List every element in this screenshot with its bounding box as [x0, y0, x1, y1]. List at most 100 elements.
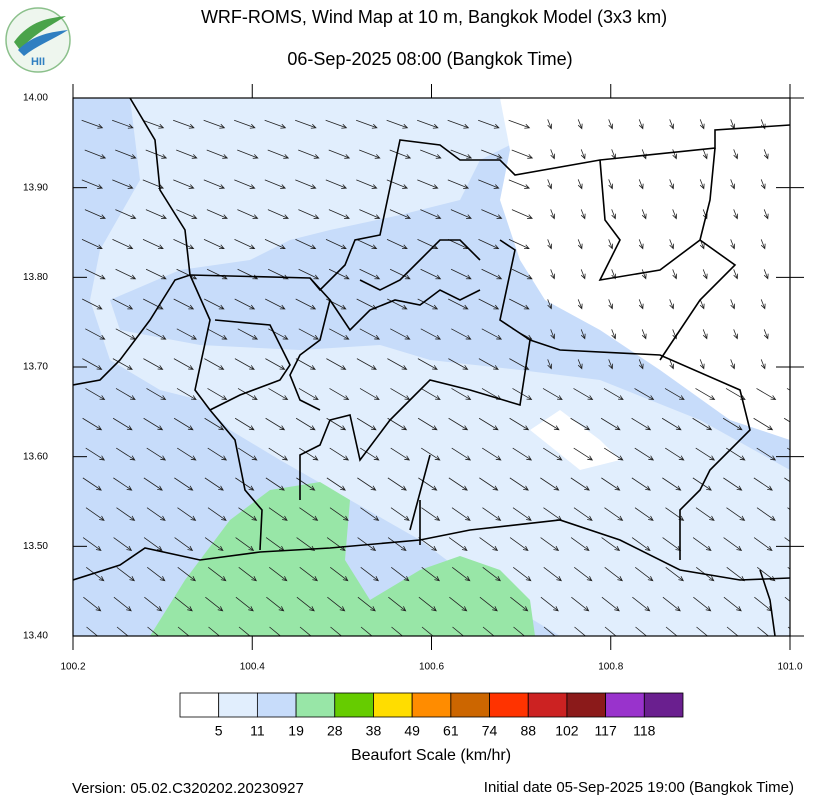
wind-arrow: [207, 388, 228, 401]
wind-arrow: [325, 179, 348, 189]
wind-arrow: [359, 149, 381, 159]
y-tick-label: 13.90: [23, 182, 48, 193]
wind-arrow: [238, 447, 258, 461]
x-tick-label: 100.2: [60, 662, 85, 673]
wind-arrow: [177, 567, 197, 582]
wind-arrow: [792, 239, 796, 248]
wind-arrow: [420, 209, 442, 219]
wind-arrow: [207, 507, 227, 521]
wind-arrow: [784, 477, 790, 483]
wind-arrow: [450, 149, 473, 159]
wind-arrow: [359, 268, 381, 280]
wind-arrow: [330, 626, 343, 636]
wind-arrow: [143, 417, 164, 431]
wind-arrow: [390, 507, 410, 521]
wind-arrow: [115, 388, 136, 401]
wind-arrow: [143, 298, 164, 310]
wind-arrow: [795, 329, 799, 338]
wind-arrow: [420, 328, 442, 340]
wind-arrow: [356, 417, 377, 431]
wind-arrow: [295, 298, 317, 310]
wind-arrow: [112, 298, 134, 310]
wind-arrow: [726, 626, 739, 636]
legend-label: 5: [215, 723, 223, 739]
y-tick-label: 13.50: [23, 541, 48, 552]
wind-arrow: [390, 447, 411, 461]
wind-arrow: [550, 269, 556, 280]
wind-arrow: [448, 298, 469, 310]
wind-arrow: [116, 567, 136, 582]
wind-arrow: [265, 417, 286, 431]
wind-arrow: [760, 239, 766, 250]
wind-arrow: [112, 179, 134, 189]
wind-arrow: [82, 537, 102, 552]
wind-arrow: [85, 388, 106, 401]
wind-arrow: [359, 388, 380, 401]
wind-arrow: [635, 626, 648, 636]
wind-arrow: [580, 329, 586, 340]
wind-arrow: [730, 239, 736, 250]
initial-date: Initial date 05-Sep-2025 19:00 (Bangkok …: [484, 779, 794, 796]
wind-arrow: [478, 298, 500, 310]
wind-arrow: [329, 507, 349, 521]
wind-arrow: [328, 268, 350, 280]
wind-arrow: [580, 269, 586, 280]
wind-arrow: [238, 507, 258, 521]
legend-swatch: [179, 692, 220, 718]
wind-arrow: [580, 149, 586, 160]
wind-arrow: [86, 567, 105, 582]
wind-arrow: [577, 239, 583, 250]
logo: HII: [5, 7, 71, 73]
legend-label: 88: [520, 723, 536, 739]
y-tick-label: 13.40: [23, 631, 48, 642]
wind-arrow: [756, 388, 777, 401]
wind-arrow: [173, 179, 195, 189]
wind-arrow: [298, 209, 320, 219]
wind-arrow: [235, 537, 255, 552]
wind-arrow: [669, 359, 675, 370]
wind-arrow: [298, 328, 320, 340]
wind-arrow: [325, 119, 348, 129]
wind-arrow: [451, 328, 472, 340]
legend-swatch: [489, 692, 529, 718]
wind-arrow: [357, 477, 377, 491]
wind-arrow: [540, 477, 560, 491]
wind-arrow: [389, 209, 411, 219]
wind-arrow: [570, 537, 590, 552]
wind-arrow: [173, 417, 194, 431]
wind-arrow: [145, 209, 167, 219]
legend-label: 74: [482, 723, 498, 739]
wind-arrow: [792, 119, 796, 128]
wind-arrow: [509, 417, 530, 431]
wind-arrow: [756, 507, 776, 521]
wind-arrow: [509, 537, 529, 552]
version: Version: 05.02.C320202.20230927: [72, 780, 304, 797]
wind-arrow: [298, 149, 320, 159]
wind-arrow: [264, 119, 287, 129]
wind-arrow: [173, 298, 195, 310]
wind-arrow: [204, 417, 225, 431]
wind-arrow: [234, 119, 256, 129]
wind-arrow: [696, 626, 709, 636]
wind-arrow: [389, 149, 412, 159]
legend-swatch: [643, 692, 684, 718]
x-tick-label: 100.6: [419, 662, 444, 673]
wind-arrow: [723, 477, 743, 491]
wind-arrow: [237, 149, 259, 159]
wind-arrow: [571, 596, 590, 612]
wind-arrow: [295, 179, 317, 189]
wind-arrow: [577, 359, 583, 370]
wind-arrow: [795, 209, 799, 218]
wind-arrow: [634, 507, 654, 521]
wind-arrow: [359, 209, 381, 219]
wind-arrow: [693, 596, 712, 612]
wind-arrow: [547, 359, 553, 370]
wind-arrow: [265, 358, 286, 370]
wind-arrow: [391, 626, 404, 636]
wind-arrow: [733, 149, 739, 160]
wind-arrow: [635, 567, 654, 582]
wind-arrow: [329, 447, 350, 461]
wind-arrow: [417, 179, 439, 189]
wind-arrow: [360, 447, 380, 461]
wind-arrow: [112, 239, 134, 250]
